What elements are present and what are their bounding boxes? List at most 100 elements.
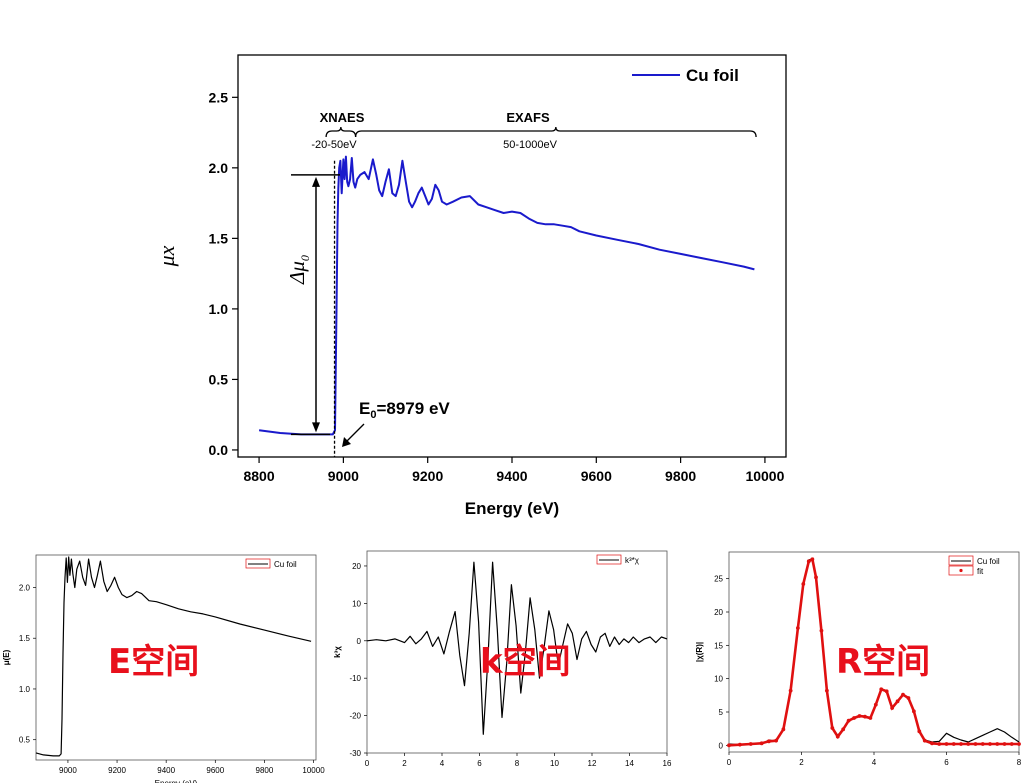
x-tick-label: 9600 [581,468,612,484]
x-tick-label: 9600 [206,766,224,775]
fit-point [937,742,942,746]
legend-label: Cu foil [274,560,297,569]
delta-mu-arrowhead-down [312,422,320,433]
legend-box [596,554,622,565]
x-tick-label: 12 [588,759,597,768]
y-tick-label: 1.0 [209,301,229,317]
legend-box [948,555,974,566]
x-tick-label: 8 [515,759,520,768]
x-tick-label: 9400 [157,766,175,775]
fit-point [795,626,800,630]
fit-point [835,734,840,739]
fit-point [951,742,956,746]
fit-point [759,741,764,746]
fit-point [873,702,878,707]
e0-pointer-head [342,437,351,447]
fit-point [922,738,927,743]
fit-point [1002,742,1007,746]
delta-mu-arrowhead-up [312,176,320,187]
e0-pointer-line [345,423,365,443]
fit-point [911,709,916,714]
y-tick-label: 0.0 [209,442,229,458]
delta-mu-subscript: 0 [298,255,312,261]
y-tick-label: 2.5 [209,89,229,105]
y-tick-label: 2.0 [209,160,229,176]
chart-3: 0 2 4 6 8 10 12 14 16 -30 -20 -10 0 10 20 k³χ k³*χ k空间 [333,550,672,768]
fit-point [748,742,753,746]
y-tick-label: -20 [349,712,361,721]
overlay-label: k空间 [480,642,571,682]
x-tick-label: 10000 [302,766,325,775]
fit-point [988,742,992,746]
x-tick-label: 6 [477,759,482,768]
y-tick-label: 20 [352,562,361,571]
x-tick-label: 8800 [243,468,274,484]
xanes-label: XNAES [320,110,365,125]
xanes-range: -20-50eV [311,139,357,151]
y-tick-label: 25 [714,575,723,584]
x-tick-label: 10 [550,759,559,768]
fit-point [814,575,818,580]
chart-1: 8800 9000 9200 9400 9600 9800 10000 0.0 0.5 1.0 1.… [154,54,787,518]
fit-point [781,727,786,732]
x-tick-label: 9800 [256,766,274,775]
fit-point [857,714,862,718]
fit-point [973,742,978,746]
fit-point [841,727,846,732]
fit-point [819,628,824,633]
fit-point [895,699,900,704]
chart-2: 9000 9200 9400 9600 9800 10000 0.5 1.0 1.5 2.0 Ene… [2,554,325,783]
e0-value: =8979 eV [376,399,450,418]
fit-point [852,716,856,720]
fit-point [806,559,811,564]
x-tick-label: 0 [727,758,732,767]
y-tick-label: 2.0 [19,583,31,592]
y-axis-label: μx [154,245,179,267]
exafs-range: 50-1000eV [503,139,557,151]
legend-box [948,565,974,576]
xanes-brace [325,126,357,138]
fit-point [995,742,1000,746]
legend-label: Cu foil [977,557,1000,566]
fit-point [879,687,884,692]
delta-mu-text: Δμ [285,261,309,285]
x-tick-label: 9400 [496,468,527,484]
fit-point [788,688,793,693]
x-tick-label: 9000 [328,468,359,484]
fit-point [901,692,905,697]
x-tick-label: 2 [402,759,407,768]
fit-point [930,741,934,746]
x-tick-label: 8 [1017,758,1022,767]
y-tick-label: -10 [349,674,361,683]
x-axis-label: Energy (eV) [155,779,198,783]
x-tick-label: 9200 [412,468,443,484]
x-tick-label: 6 [944,758,949,767]
x-tick-label: 4 [440,759,445,768]
x-axis-label: Energy (eV) [465,499,559,518]
delta-mu-label: Δμ0 [285,255,312,285]
fit-point [801,582,806,586]
y-tick-label: 0.5 [209,371,229,387]
x-tick-label: 14 [625,759,634,768]
fit-point [774,738,779,743]
y-tick-label: 10 [352,599,361,608]
exafs-brace [354,126,757,138]
fit-point [959,742,963,746]
e0-text: E [359,399,370,418]
y-tick-label: 1.5 [19,634,31,643]
y-tick-label: 0.5 [19,736,31,745]
x-tick-label: 0 [365,759,370,768]
fit-point [824,688,829,693]
fit-point [1009,742,1014,746]
y-tick-label: 0 [719,741,724,750]
y-tick-label: 1.5 [209,230,229,246]
fit-point [863,714,867,719]
y-tick-label: 0 [357,637,362,646]
y-tick-label: 10 [714,675,723,684]
fit-point [944,742,949,746]
series-line-fit [728,557,1019,747]
y-tick-label: 15 [714,641,723,650]
fit-point [917,729,922,734]
